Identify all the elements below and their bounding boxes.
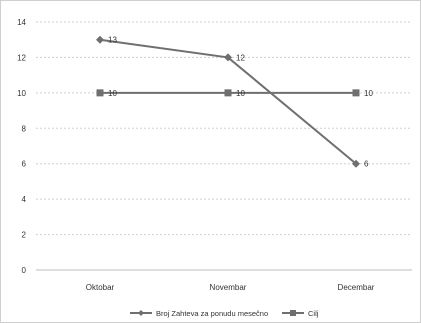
y-tick-label-0: 0 (22, 266, 27, 275)
x-axis-category-labels: Oktobar Novembar Decembar (86, 283, 375, 292)
data-label: 10 (236, 89, 245, 98)
legend-entry-label: Cilj (308, 309, 319, 318)
legend-marker-diamond (138, 310, 144, 316)
y-tick-label-10: 10 (17, 89, 26, 98)
data-label: 6 (364, 160, 369, 169)
data-label: 10 (108, 89, 117, 98)
x-category-label: Decembar (338, 283, 375, 292)
data-label: 13 (108, 36, 117, 45)
legend-marker-square (290, 310, 296, 316)
y-tick-label-8: 8 (22, 124, 27, 133)
data-point-diamond (96, 35, 104, 44)
x-category-label: Novembar (210, 283, 247, 292)
data-labels: 13 12 6 10 10 10 (108, 36, 373, 169)
y-tick-label-12: 12 (17, 53, 26, 62)
y-tick-label-14: 14 (17, 18, 26, 27)
legend-entry-label: Broj Zahteva za ponudu mesečno (156, 309, 268, 318)
data-label: 10 (364, 89, 373, 98)
series-lines (96, 35, 360, 168)
y-tick-label-4: 4 (22, 195, 27, 204)
data-point-square (352, 89, 360, 97)
y-axis-tick-labels: 0 2 4 6 8 10 12 14 (17, 18, 26, 275)
legend: Broj Zahteva za ponudu mesečno Cilj (130, 309, 319, 318)
x-category-label: Oktobar (86, 283, 115, 292)
data-point-square (224, 89, 232, 97)
data-point-square (96, 89, 104, 97)
y-tick-label-2: 2 (22, 231, 27, 240)
y-tick-label-6: 6 (22, 160, 27, 169)
data-label: 12 (236, 53, 245, 62)
data-point-diamond (224, 53, 232, 62)
data-point-diamond (352, 159, 360, 168)
